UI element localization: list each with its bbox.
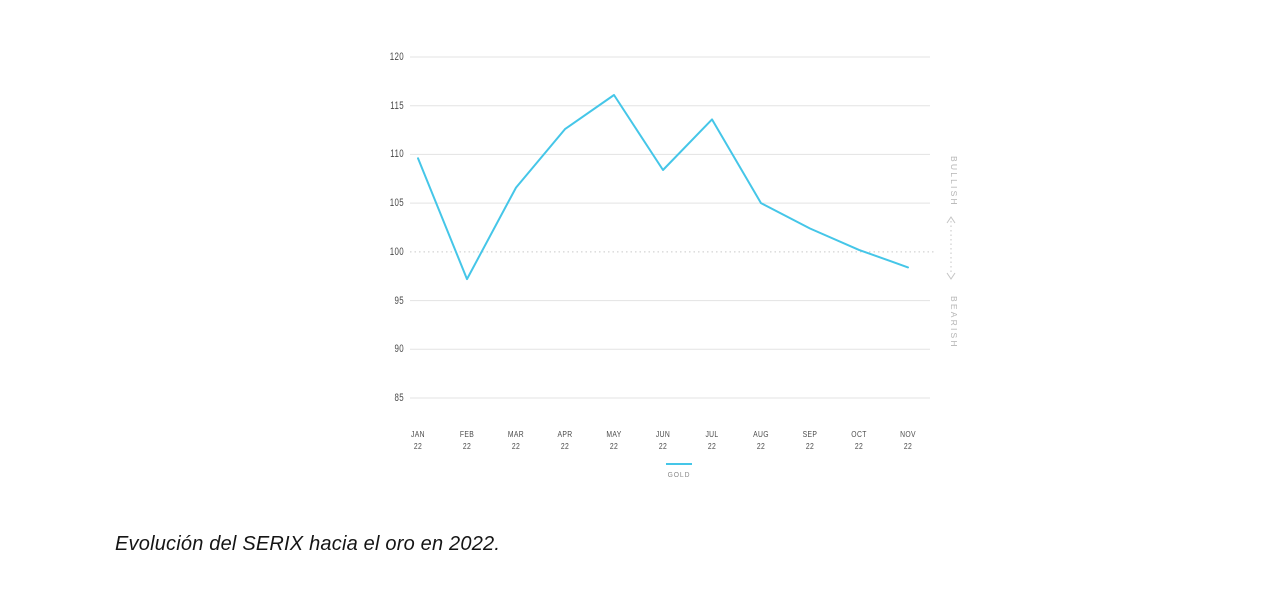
x-tick-label: AUG 22: [753, 430, 769, 451]
x-tick-label: JUL 22: [705, 430, 719, 451]
x-tick-label: JUN 22: [655, 430, 671, 451]
x-tick-label: MAY 22: [606, 430, 622, 451]
bearish-axis-label: BEARISH: [949, 295, 959, 349]
y-tick-label: 90: [394, 343, 404, 356]
y-tick-label: 100: [389, 245, 404, 258]
legend-series-label: GOLD: [667, 470, 691, 479]
legend-line-swatch: [666, 463, 692, 465]
x-tick-label: APR 22: [557, 430, 573, 451]
chart-legend: GOLD: [647, 463, 711, 479]
x-tick-label: FEB 22: [459, 430, 475, 451]
series-line-gold: [417, 94, 909, 281]
bullish-bearish-arrow-icon: [946, 216, 956, 280]
x-tick-label: MAR 22: [507, 430, 525, 451]
y-tick-label: 120: [389, 51, 404, 63]
y-tick-label: 95: [394, 294, 404, 307]
y-tick-label: 105: [389, 197, 404, 210]
x-tick-label: SEP 22: [802, 430, 818, 451]
x-tick-label: JAN 22: [411, 430, 425, 451]
y-tick-label: 85: [394, 392, 404, 404]
line-chart-plot-area: [410, 56, 936, 399]
y-tick-label: 115: [390, 99, 404, 112]
figure-caption: Evolución del SERIX hacia el oro en 2022…: [115, 533, 501, 555]
y-tick-label: 110: [390, 148, 404, 161]
x-tick-label: NOV 22: [900, 430, 916, 451]
bullish-axis-label: BULLISH: [949, 155, 959, 207]
x-tick-label: OCT 22: [851, 430, 867, 451]
